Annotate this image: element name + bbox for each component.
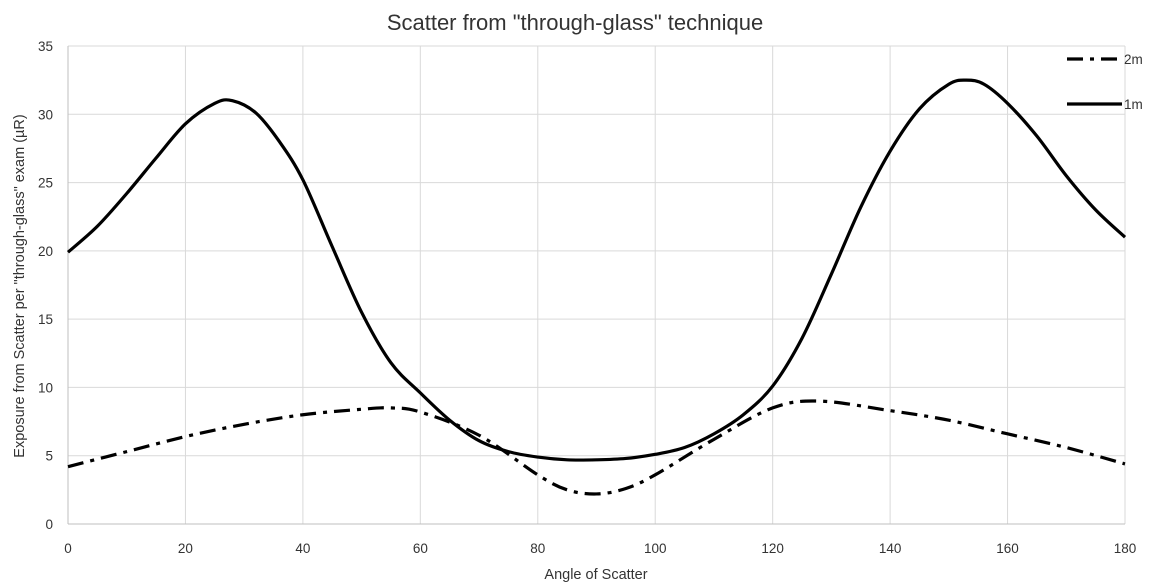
- x-tick-label: 80: [530, 541, 545, 556]
- legend-label-1m: 1m: [1124, 97, 1143, 112]
- series-lines: [66, 78, 1127, 496]
- legend: 2m 1m: [1067, 52, 1143, 112]
- y-tick-label: 15: [38, 312, 53, 327]
- x-tick-label: 100: [644, 541, 667, 556]
- y-tick-label: 10: [38, 380, 53, 395]
- y-tick-label: 35: [38, 39, 53, 54]
- y-tick-label: 20: [38, 244, 53, 259]
- x-tick-label: 20: [178, 541, 193, 556]
- y-tick-label: 30: [38, 107, 53, 122]
- y-axis-label: Exposure from Scatter per "through-glass…: [12, 114, 28, 457]
- x-tick-label: 120: [761, 541, 784, 556]
- x-tick-label: 160: [996, 541, 1019, 556]
- gridlines: [68, 45, 1126, 524]
- x-tick-label: 40: [295, 541, 310, 556]
- series-line-2m: [67, 399, 1126, 496]
- series-line-1m: [66, 78, 1127, 462]
- x-tick-label: 60: [413, 541, 428, 556]
- axes: 0 5 10 15 20 25 30 35 0 20 40 60 80 100 120 140 160 180: [38, 39, 1136, 556]
- y-tick-label: 25: [38, 176, 53, 191]
- chart-title: Scatter from "through-glass" technique: [387, 10, 763, 35]
- y-tick-label: 0: [45, 517, 53, 532]
- x-tick-label: 0: [64, 541, 72, 556]
- x-tick-label: 180: [1114, 541, 1137, 556]
- x-tick-label: 140: [879, 541, 902, 556]
- y-tick-label: 5: [45, 449, 53, 464]
- x-axis-label: Angle of Scatter: [544, 567, 647, 583]
- legend-label-2m: 2m: [1124, 52, 1143, 67]
